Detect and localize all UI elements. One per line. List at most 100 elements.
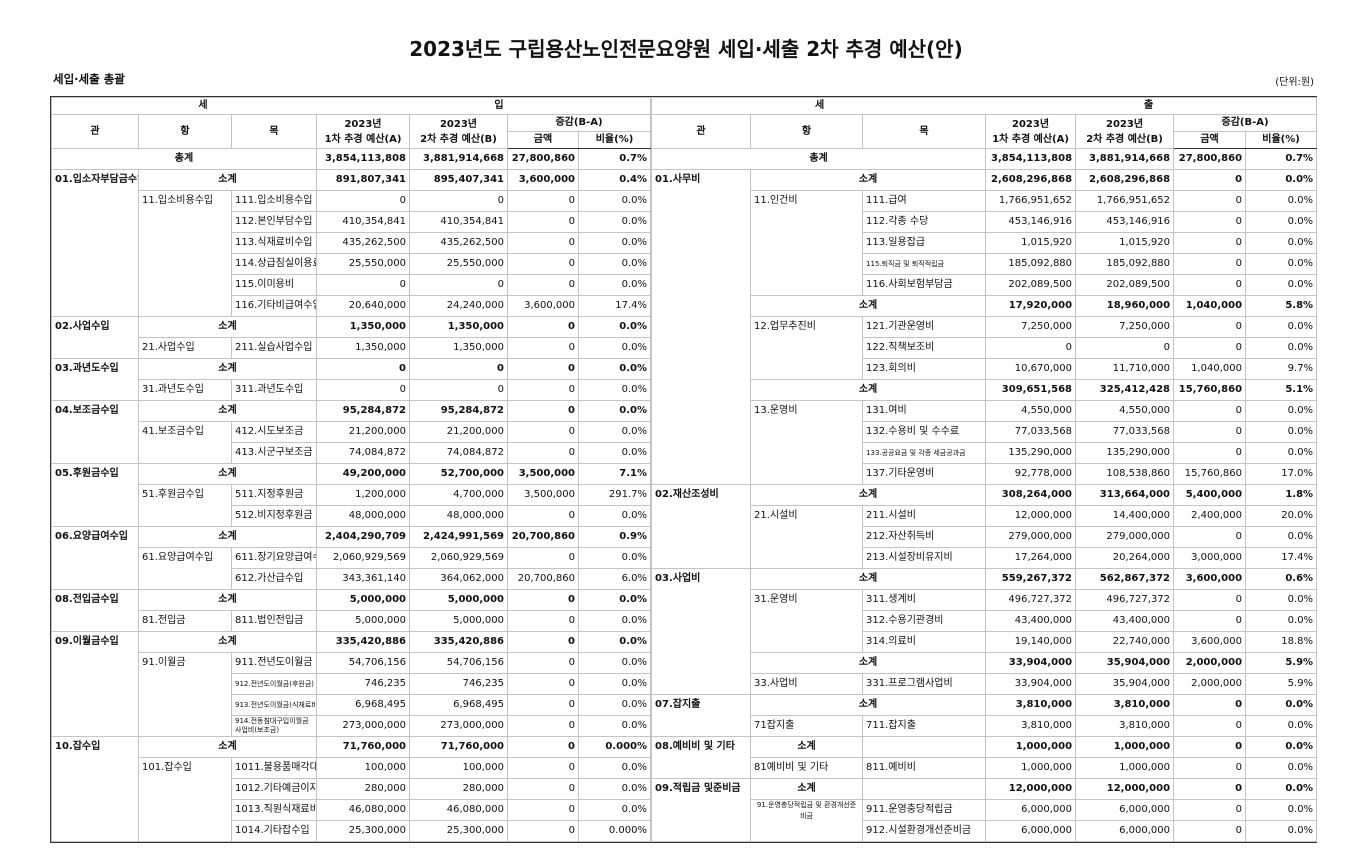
subtotal-label: 소계 — [750, 295, 987, 317]
table-row: 122.직책보조비 0 0 0 0.0% — [652, 337, 1318, 359]
b-cell: 54,706,156 — [409, 652, 508, 674]
rate-cell: 0.0% — [1245, 778, 1318, 800]
subtotal-label: 소계 — [750, 652, 987, 674]
b-cell: 48,000,000 — [409, 505, 508, 527]
b-cell: 11,710,000 — [1075, 358, 1175, 380]
b-cell: 22,740,000 — [1075, 631, 1175, 653]
mok-cell: 311.생계비 — [862, 589, 987, 611]
rate-cell: 0.0% — [577, 694, 652, 716]
b-cell: 6,000,000 — [1075, 799, 1175, 821]
a-cell: 25,300,000 — [316, 820, 410, 842]
b-cell: 2,608,296,868 — [1075, 169, 1175, 191]
b-cell: 202,089,500 — [1075, 274, 1175, 296]
mok-cell: 137.기타운영비 — [862, 463, 987, 485]
table-row: 21.사업수입 211.실습사업수입 1,350,000 1,350,000 0 0.0% — [52, 337, 652, 359]
mok-cell: 311.과년도수입 — [231, 379, 317, 401]
a-cell: 74,084,872 — [316, 442, 410, 464]
diff-cell: 1,040,000 — [1173, 358, 1247, 380]
a-cell: 7,250,000 — [985, 316, 1077, 338]
hang-cell: 51.후원금수입 — [138, 484, 232, 527]
col-gwan-header: 관 — [51, 114, 139, 149]
a-cell: 202,089,500 — [985, 274, 1077, 296]
gwan-cell: 09.적립금 및준비금 — [651, 778, 752, 842]
a-cell: 12,000,000 — [985, 505, 1077, 527]
gwan-cell: 02.재산조성비 — [651, 484, 752, 569]
rate-cell: 17.0% — [1245, 463, 1318, 485]
table-row: 61.요양급여수입611.장기요양급여수입2,060,929,5692,060,… — [52, 547, 652, 590]
subtotal-row: 10.잡수입 소계 71,760,000 71,760,000 0 0.000% — [51, 736, 652, 842]
b-cell: 14,400,000 — [1075, 505, 1175, 527]
diff-cell: 0 — [1173, 442, 1247, 464]
rate-cell: 0.0% — [577, 673, 652, 695]
b-cell: 185,092,880 — [1075, 253, 1175, 275]
diff-cell: 0 — [507, 610, 579, 632]
section-char: 출 — [1143, 100, 1154, 111]
rate-cell: 0.0% — [577, 253, 652, 275]
diff-cell: 0 — [1173, 526, 1247, 548]
diff-cell: 2,000,000 — [1173, 673, 1247, 695]
empty-cell — [862, 778, 987, 800]
a-cell: 335,420,886 — [316, 631, 410, 653]
rate-cell: 0.0% — [577, 505, 652, 527]
diff-cell: 0 — [507, 694, 579, 716]
rate-cell: 0.0% — [577, 232, 652, 254]
b-cell: 273,000,000 — [409, 715, 508, 737]
table-row: 71잡지출 711.잡지출 3,810,000 3,810,000 0 0.0% — [652, 715, 1318, 737]
a-cell: 43,400,000 — [985, 610, 1077, 632]
table-row: 91.이월금 911.전년도이월금 54,706,156 54,706,156 0 0.0… — [52, 652, 652, 737]
subtotal-row: 05.후원금수입 소계 49,200,000 52,700,000 3,500,000 7… — [51, 463, 652, 527]
section-char: 입 — [494, 100, 504, 111]
a-cell: 49,200,000 — [316, 463, 410, 485]
mok-cell: 116.사회보험부담금 — [862, 274, 987, 296]
a-cell: 0 — [316, 379, 410, 401]
section-char: 세 — [814, 100, 825, 111]
b-cell: 279,000,000 — [1075, 526, 1175, 548]
rate-cell: 5.1% — [1245, 379, 1318, 401]
table-row: 33.사업비 331.프로그램사업비 33,904,000 35,904,000 2,0… — [652, 673, 1318, 695]
a-cell: 20,640,000 — [316, 295, 410, 317]
rate-cell: 0.0% — [577, 778, 652, 800]
a-cell: 2,404,290,709 — [316, 526, 410, 548]
diff-cell: 0 — [507, 400, 579, 422]
b-cell: 4,700,000 — [409, 484, 508, 506]
b-cell: 0 — [409, 379, 508, 401]
diff-group-header: 증감(B-A) — [1173, 114, 1318, 132]
diff-cell: 0 — [1173, 799, 1247, 821]
diff-cell: 0 — [507, 778, 579, 800]
rate-cell: 0.0% — [577, 757, 652, 779]
a-cell: 1,015,920 — [985, 232, 1077, 254]
mok-cell: 121.기관운영비 — [862, 316, 987, 338]
rate-cell: 0.0% — [577, 316, 652, 338]
a-cell: 343,361,140 — [316, 568, 410, 590]
rate-cell: 0.0% — [577, 610, 652, 632]
rate-cell: 0.0% — [577, 547, 652, 569]
mok-cell: 413.시군구보조금 — [231, 442, 317, 464]
a-cell: 4,550,000 — [985, 400, 1077, 422]
a-cell: 559,267,372 — [985, 568, 1077, 590]
mok-cell: 115.이미용비 — [231, 274, 317, 296]
a-cell: 1,000,000 — [985, 757, 1077, 779]
a-cell: 95,284,872 — [316, 400, 410, 422]
gwan-cell: 08.전입금수입 — [51, 589, 139, 632]
subtotal-label: 소계 — [750, 484, 987, 506]
a-cell: 3,854,113,808 — [985, 148, 1077, 170]
a-cell: 3,854,113,808 — [316, 148, 410, 170]
col-b-header: 2023년 2차 추경 예산(B) — [409, 114, 508, 149]
b-cell: 135,290,000 — [1075, 442, 1175, 464]
b-cell: 5,000,000 — [409, 610, 508, 632]
section-subtitle: 세입·세출 총괄 — [53, 72, 125, 86]
total-label: 총계 — [51, 148, 317, 170]
subtotal-label: 소계 — [750, 778, 864, 800]
diff-cell: 0 — [1173, 589, 1247, 611]
rate-cell: 0.0% — [577, 379, 652, 401]
mok-cell: 912.전년도이월금(후원금) — [231, 673, 317, 695]
gwan-cell: 08.예비비 및 기타 — [651, 736, 752, 779]
hang-cell: 81예비비 및 기타 — [750, 757, 864, 779]
table-row: 31.운영비 311.생계비 496,727,372 496,727,372 0 0.0% — [652, 589, 1318, 653]
rate-cell: 0.0% — [577, 652, 652, 674]
diff-cell: 0 — [507, 589, 579, 611]
diff-cell: 0 — [507, 421, 579, 443]
rate-cell: 0.0% — [1245, 820, 1318, 842]
b-cell: 5,000,000 — [409, 589, 508, 611]
